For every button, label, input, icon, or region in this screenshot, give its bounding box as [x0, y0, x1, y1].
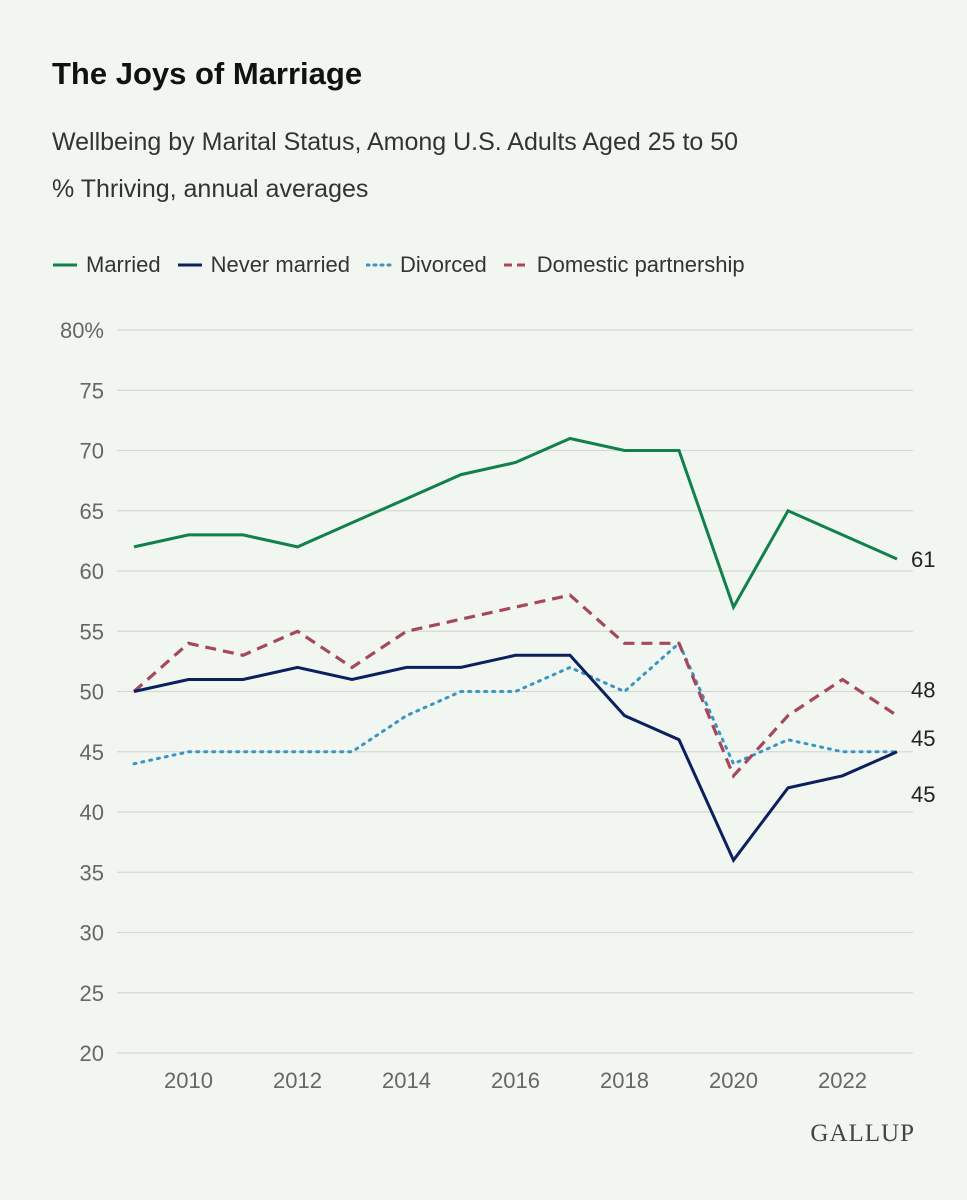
series-line-domestic-partnership [132, 593, 898, 779]
y-tick-label: 75 [80, 378, 104, 403]
y-tick-label: 20 [80, 1041, 104, 1066]
y-tick-label: 70 [80, 439, 104, 464]
x-tick-label: 2020 [709, 1068, 758, 1093]
y-tick-label: 30 [80, 921, 104, 946]
series-line-married [133, 436, 898, 611]
legend-label: Domestic partnership [536, 252, 745, 277]
legend-swatch [52, 259, 78, 271]
legend-item-divorced: Divorced [365, 252, 487, 278]
x-tick-label: 2016 [491, 1068, 540, 1093]
legend-label: Divorced [399, 252, 487, 277]
y-tick-label: 35 [80, 860, 104, 885]
chart-units-note: % Thriving, annual averages [52, 175, 369, 203]
y-tick-label: 60 [80, 559, 104, 584]
series-line-divorced [132, 640, 899, 766]
gallup-logo: GALLUP [810, 1120, 915, 1147]
x-tick-label: 2010 [164, 1068, 213, 1093]
y-tick-label: 40 [80, 800, 104, 825]
x-tick-label: 2012 [273, 1068, 322, 1093]
y-tick-label: 55 [80, 619, 104, 644]
end-label-divorced: 45 [911, 726, 935, 751]
y-tick-label: 45 [80, 740, 104, 765]
y-tick-label: 80% [60, 318, 104, 343]
legend-label: Never married [210, 252, 350, 277]
end-label-never-married: 45 [911, 782, 935, 807]
legend-item-married: Married [52, 252, 161, 278]
legend-swatch [177, 259, 203, 271]
legend-swatch [503, 259, 529, 271]
x-tick-label: 2014 [382, 1068, 431, 1093]
chart-legend: Married Never married Divorced Domestic par… [52, 252, 761, 278]
legend-item-domestic-partnership: Domestic partnership [503, 252, 745, 278]
line-chart: 20 25 30 35 40 45 50 55 60 65 70 75 80% 2010 2012 2014 2… [60, 318, 936, 1093]
y-tick-label: 50 [80, 680, 104, 705]
x-tick-label: 2018 [600, 1068, 649, 1093]
x-tick-label: 2022 [818, 1068, 867, 1093]
y-tick-label: 25 [80, 981, 104, 1006]
series-line-never-married [133, 653, 898, 864]
end-label-married: 61 [911, 547, 935, 572]
legend-item-never-married: Never married [177, 252, 350, 278]
legend-swatch [365, 259, 392, 271]
chart-subtitle: Wellbeing by Marital Status, Among U.S. … [52, 128, 739, 156]
legend-label: Married [86, 252, 161, 277]
chart-title: The Joys of Marriage [52, 56, 363, 91]
y-tick-label: 65 [80, 499, 104, 524]
end-label-domestic-partnership: 48 [911, 678, 935, 703]
